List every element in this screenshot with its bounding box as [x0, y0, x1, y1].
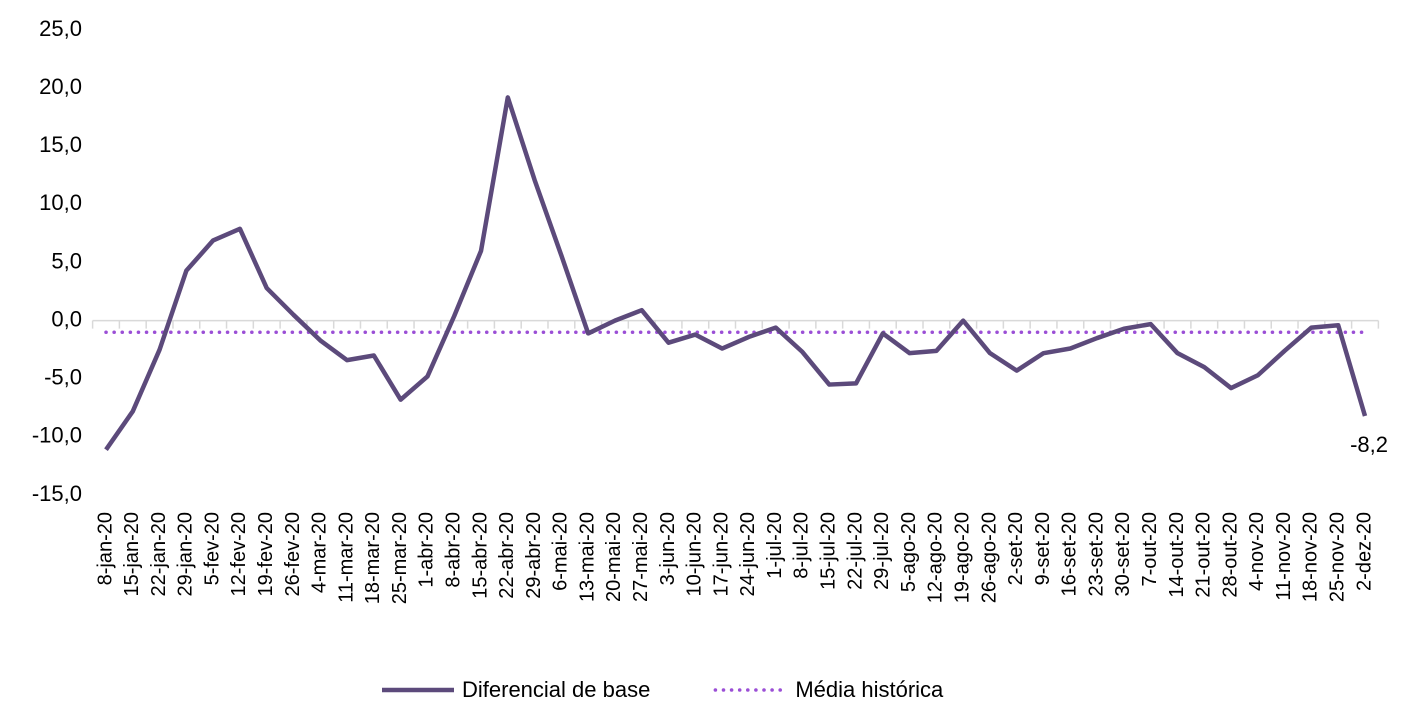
x-tick-label: 11-nov-20 — [1273, 512, 1295, 601]
x-tick-label: 7-out-20 — [1139, 512, 1161, 587]
y-tick-label: -15,0 — [32, 481, 82, 506]
x-tick-label: 18-mar-20 — [362, 512, 384, 604]
x-tick-label: 23-set-20 — [1085, 512, 1107, 597]
x-tick-label: 26-ago-20 — [978, 512, 1000, 603]
x-tick-label: 25-nov-20 — [1326, 512, 1348, 602]
y-tick-label: 20,0 — [39, 74, 82, 99]
x-tick-label: 21-out-20 — [1193, 512, 1215, 598]
legend-label: Diferencial de base — [462, 677, 650, 702]
x-tick-label: 19-ago-20 — [951, 512, 973, 603]
x-tick-label: 27-mai-20 — [630, 512, 652, 602]
x-tick-label: 5-fev-20 — [201, 512, 223, 585]
y-tick-label: 10,0 — [39, 190, 82, 215]
x-tick-label: 4-nov-20 — [1246, 512, 1268, 591]
y-tick-label: 5,0 — [51, 248, 82, 273]
x-tick-label: 11-mar-20 — [335, 512, 357, 603]
legend-label: Média histórica — [795, 677, 944, 702]
y-tick-label: -5,0 — [44, 365, 82, 390]
x-tick-label: 6-mai-20 — [550, 512, 572, 591]
x-tick-label: 24-jun-20 — [737, 512, 759, 597]
x-tick-label: 19-fev-20 — [255, 512, 277, 597]
x-tick-label: 4-mar-20 — [309, 512, 331, 593]
x-tick-label: 15-abr-20 — [469, 512, 491, 599]
x-tick-label: 25-mar-20 — [389, 512, 411, 604]
x-tick-label: 3-jun-20 — [657, 512, 679, 585]
x-tick-label: 16-set-20 — [1059, 512, 1081, 597]
x-tick-label: 12-fev-20 — [228, 512, 250, 597]
data-label: -8,2 — [1350, 432, 1388, 457]
x-tick-label: 29-jul-20 — [871, 512, 893, 590]
x-tick-label: 5-ago-20 — [898, 512, 920, 592]
x-tick-label: 15-jul-20 — [818, 512, 840, 590]
x-tick-label: 10-jun-20 — [684, 512, 706, 597]
x-tick-label: 8-abr-20 — [443, 512, 465, 588]
x-tick-label: 2-dez-20 — [1353, 512, 1375, 591]
x-tick-label: 9-set-20 — [1032, 512, 1054, 585]
x-tick-label: 30-set-20 — [1112, 512, 1134, 597]
x-tick-label: 8-jul-20 — [791, 512, 813, 579]
y-tick-label: 0,0 — [51, 306, 82, 331]
x-tick-label: 1-abr-20 — [416, 512, 438, 588]
x-tick-label: 2-set-20 — [1005, 512, 1027, 585]
x-tick-label: 12-ago-20 — [925, 512, 947, 603]
x-tick-label: 22-jan-20 — [148, 512, 170, 597]
x-tick-label: 13-mai-20 — [576, 512, 598, 602]
x-tick-label: 20-mai-20 — [603, 512, 625, 602]
y-tick-label: 25,0 — [39, 16, 82, 41]
x-tick-label: 8-jan-20 — [94, 512, 116, 585]
x-tick-label: 22-abr-20 — [496, 512, 518, 599]
series-line — [104, 95, 1368, 451]
x-tick-label: 28-out-20 — [1219, 512, 1241, 598]
x-tick-label: 14-out-20 — [1166, 512, 1188, 598]
y-tick-label: 15,0 — [39, 132, 82, 157]
x-tick-label: 15-jan-20 — [121, 512, 143, 597]
x-tick-label: 22-jul-20 — [844, 512, 866, 590]
x-tick-label: 26-fev-20 — [282, 512, 304, 597]
x-tick-label: 18-nov-20 — [1300, 512, 1322, 602]
x-tick-label: 1-jul-20 — [764, 512, 786, 579]
x-tick-label: 29-jan-20 — [175, 512, 197, 597]
y-tick-label: -10,0 — [32, 423, 82, 448]
x-tick-label: 17-jun-20 — [710, 512, 732, 597]
x-tick-label: 29-abr-20 — [523, 512, 545, 599]
